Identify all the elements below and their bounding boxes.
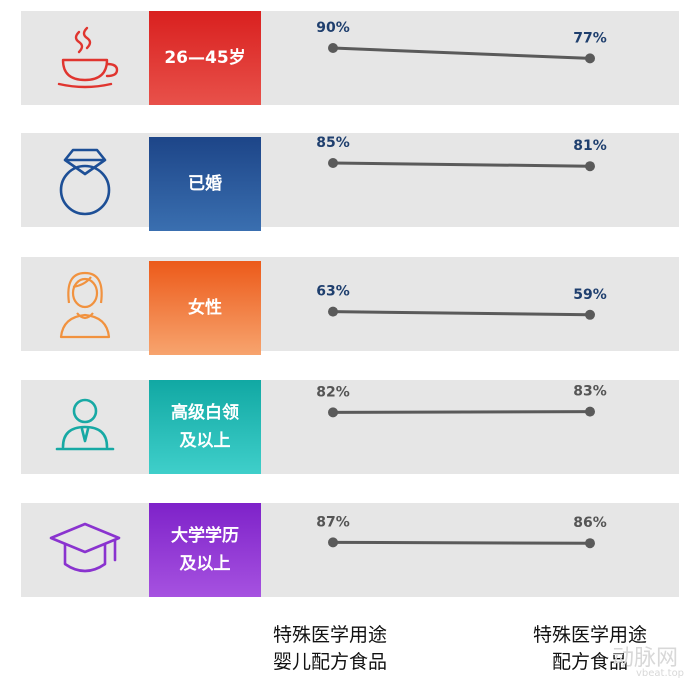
row-background-2 [21,133,679,227]
data-point-5-2 [585,538,595,549]
teacup-icon [57,26,119,89]
ring-icon [59,148,111,216]
series-line-5 [332,540,591,545]
person-icon [55,398,115,451]
data-point-4-1 [328,407,338,418]
data-label-1-2: 77% [573,30,607,46]
series-line-3 [332,310,591,317]
data-label-2-2: 81% [573,138,607,154]
data-point-1-1 [328,43,338,53]
data-label-1-1: 90% [316,20,350,36]
data-point-3-2 [585,309,595,320]
category-label-education: 大学学历 及以上 [149,503,261,597]
watermark-logo: 动脉网 [612,646,679,671]
data-point-2-1 [328,158,338,168]
woman-icon [59,271,111,339]
series-line-4 [332,410,591,414]
data-point-2-2 [585,161,595,172]
x-label-medical-formula: 特殊医学用途 配方食品 [532,624,647,673]
x-label-infant-formula: 特殊医学用途 婴儿配方食品 [272,624,387,673]
row-background-3 [21,257,679,351]
series-line-2 [332,161,591,168]
data-label-4-1: 82% [316,384,350,400]
watermark-url: vbeat.top [636,668,685,679]
data-label-5-1: 87% [316,514,350,530]
category-label-married: 已婚 [149,137,261,231]
row-background-4 [21,380,679,474]
data-label-3-2: 59% [573,287,607,303]
row-background-5 [21,503,679,597]
data-point-1-2 [585,53,595,64]
data-label-4-2: 83% [573,384,607,400]
data-label-3-1: 63% [316,284,350,300]
data-label-5-2: 86% [573,515,607,531]
category-label-white-collar: 高级白领 及以上 [149,380,261,474]
data-label-2-1: 85% [316,135,350,151]
data-point-3-1 [328,306,338,317]
category-label-age: 26—45岁 [149,11,261,105]
graduation-cap-icon [49,522,121,573]
data-point-4-2 [585,406,595,417]
series-line-1 [332,46,591,60]
category-label-female: 女性 [149,261,261,355]
data-point-5-1 [328,537,338,548]
